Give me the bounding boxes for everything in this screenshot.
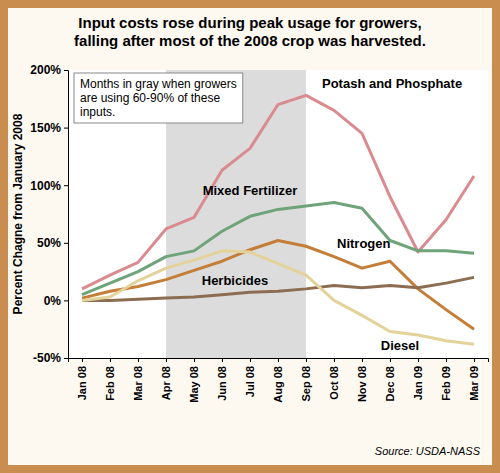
series-label: Herbicides [202,273,268,288]
x-tick: Oct 08 [328,358,340,400]
x-tick-mark [390,358,391,362]
x-tick-label: Aug 08 [272,366,284,403]
y-tick-label: 200% [30,63,61,77]
x-tick-mark [418,358,419,362]
y-tick-label: 100% [30,179,61,193]
x-tick: Mar 09 [468,358,480,401]
y-axis-line [64,71,69,359]
x-tick-label: Sep 08 [300,366,312,401]
annotation-text: Months in gray when growersare using 60-… [80,77,237,119]
series-line [82,251,474,344]
x-axis-line [69,359,489,363]
x-axis: Jan 08 Feb 08 Mar 08 Apr 08 May 08 Jun 08 Jul … [69,358,489,403]
x-tick-mark [138,358,139,362]
x-tick-label: Oct 08 [328,366,340,400]
x-tick-mark [166,358,167,362]
x-tick-mark [334,358,335,362]
chart: Input costs rose during peak usage for g… [0,0,500,473]
x-tick: May 08 [188,358,200,403]
y-tick-mark [64,128,68,129]
annotation-box [74,73,243,123]
series-line [82,240,474,329]
x-tick-label: Dec 08 [384,366,396,401]
y-tick: 150% [30,121,68,135]
series-label: Nitrogen [337,236,391,251]
series-line [82,95,474,289]
x-tick: Apr 08 [160,358,172,400]
x-tick: Jan 08 [76,358,88,400]
x-tick-mark [446,358,447,362]
x-tick-label: Jul 08 [244,366,256,397]
plot-background [68,70,488,358]
x-tick: Sep 08 [300,358,312,401]
y-tick-mark [64,358,68,359]
y-tick-label: 0% [44,294,62,308]
x-tick-mark [194,358,195,362]
x-tick-label: Feb 09 [440,366,452,401]
x-tick: Nov 08 [356,358,368,402]
x-tick-mark [278,358,279,362]
x-tick-label: Nov 08 [356,366,368,402]
y-tick-mark [64,243,68,244]
x-tick: Feb 09 [440,358,452,401]
x-tick-mark [82,358,83,362]
x-tick: Feb 08 [104,358,116,401]
x-tick-mark [306,358,307,362]
y-tick-mark [64,70,68,71]
x-tick-label: Apr 08 [160,366,172,400]
y-tick-label: 150% [30,121,61,135]
y-tick: 200% [30,63,68,77]
x-tick: Jun 08 [216,358,228,401]
x-tick: Mar 08 [132,358,144,401]
x-tick-mark [362,358,363,362]
y-tick-mark [64,300,68,301]
x-tick-label: Jan 08 [76,366,88,400]
x-tick-mark [110,358,111,362]
x-tick-label: Mar 08 [132,366,144,401]
y-tick: 100% [30,179,68,193]
y-tick-label: 50% [37,236,61,250]
x-tick-mark [222,358,223,362]
x-tick-mark [250,358,251,362]
x-tick: Aug 08 [272,358,284,403]
y-tick: 0% [44,294,68,308]
source: Source: USDA-NASS [375,445,481,457]
x-tick-label: Mar 09 [468,366,480,401]
y-tick: 50% [37,236,68,250]
series-label: Mixed Fertilizer [203,183,298,198]
title: Input costs rose during peak usage for g… [74,14,426,49]
y-tick: -50% [33,351,68,365]
x-tick-label: May 08 [188,366,200,403]
annotation: Months in gray when growersare using 60-… [74,73,243,123]
y-axis-title: Percent Chagne from January 2008 [11,113,25,314]
frame [4,4,496,469]
x-tick: Jan 09 [412,358,424,400]
y-tick-label: -50% [33,351,61,365]
x-tick-label: Jun 08 [216,366,228,401]
x-tick: Dec 08 [384,358,396,401]
y-axis: -50% 0% 50% 100% 150% 200% [30,63,68,365]
x-tick: Jul 08 [244,358,256,397]
plot: -50% 0% 50% 100% 150% 200% Jan 08 Feb 08 Mar 08 A… [30,63,488,402]
series-label: Potash and Phosphate [322,76,462,91]
x-tick-mark [474,358,475,362]
series-label: Diesel [381,338,419,353]
x-tick-label: Feb 08 [104,366,116,401]
x-tick-label: Jan 09 [412,366,424,400]
y-tick-mark [64,185,68,186]
